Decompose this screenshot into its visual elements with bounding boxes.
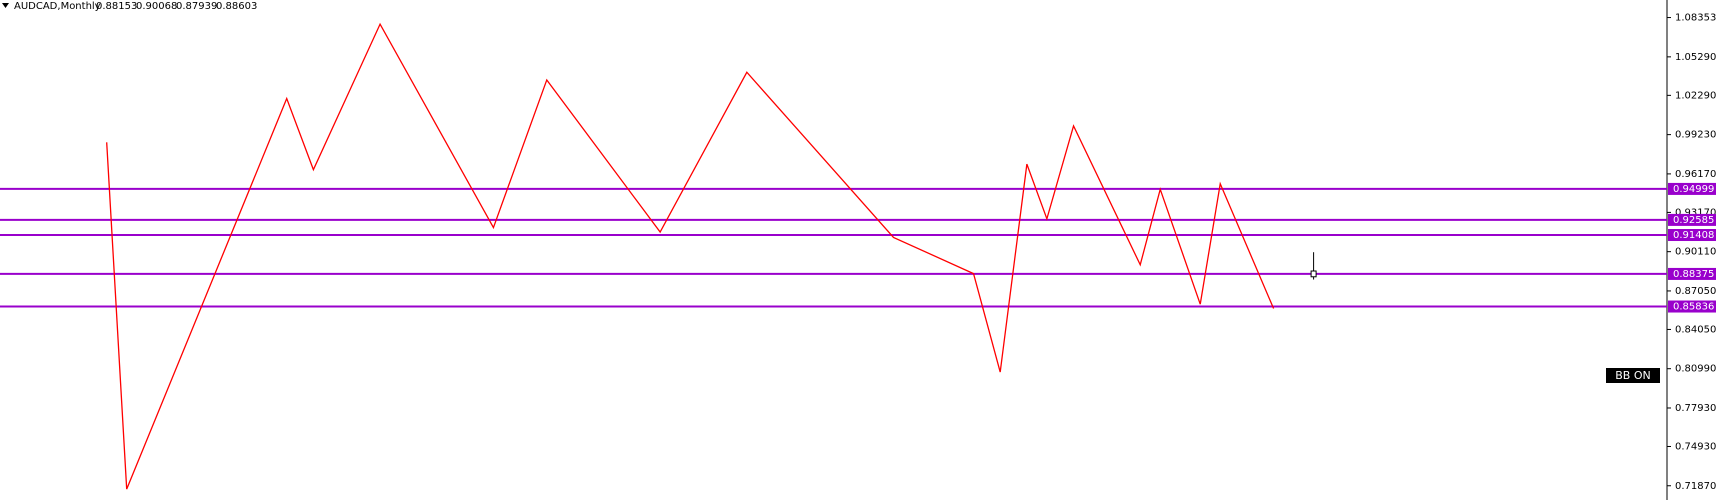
level-tag: [1668, 213, 1716, 226]
ohlc-open: 0.88153: [96, 1, 137, 12]
y-tick-label: 0.96170: [1675, 169, 1716, 180]
y-tick-label: 0.77930: [1675, 403, 1716, 414]
level-label: 0.91408: [1673, 230, 1714, 241]
bb-button[interactable]: [1606, 368, 1660, 383]
y-tick-label: 1.08353: [1675, 13, 1716, 24]
y-tick-label: 0.93170: [1675, 207, 1716, 218]
y-tick-label: 0.87050: [1675, 286, 1716, 297]
ohlc-close: 0.88603: [216, 1, 257, 12]
level-tag: [1668, 182, 1716, 195]
ohlc-low: 0.87939: [176, 1, 217, 12]
candle-body: [1310, 270, 1317, 278]
level-tag: [1668, 300, 1716, 313]
level-label: 0.85836: [1673, 302, 1714, 313]
level-tag: [1668, 267, 1716, 280]
zigzag-line: [106, 22, 1275, 490]
ohlc-high: 0.90068: [136, 1, 177, 12]
y-tick-label: 0.80990: [1675, 364, 1716, 375]
y-tick-label: 0.99230: [1675, 130, 1716, 141]
level-label: 0.88375: [1673, 269, 1714, 280]
y-tick-label: 1.02290: [1675, 90, 1716, 101]
header-arrow: [2, 3, 9, 8]
level-label: 0.94999: [1673, 184, 1714, 195]
y-tick-label: 0.84050: [1675, 324, 1716, 335]
level-label: 0.92585: [1673, 215, 1714, 226]
y-tick-label: 1.05290: [1675, 52, 1716, 63]
bb-button-label[interactable]: BB ON: [1615, 369, 1650, 382]
y-tick-label: 0.71870: [1675, 481, 1716, 492]
level-tag: [1668, 229, 1716, 242]
symbol: AUDCAD,Monthly: [14, 1, 101, 12]
y-tick-label: 0.74930: [1675, 441, 1716, 452]
y-tick-label: 0.90110: [1675, 247, 1716, 258]
